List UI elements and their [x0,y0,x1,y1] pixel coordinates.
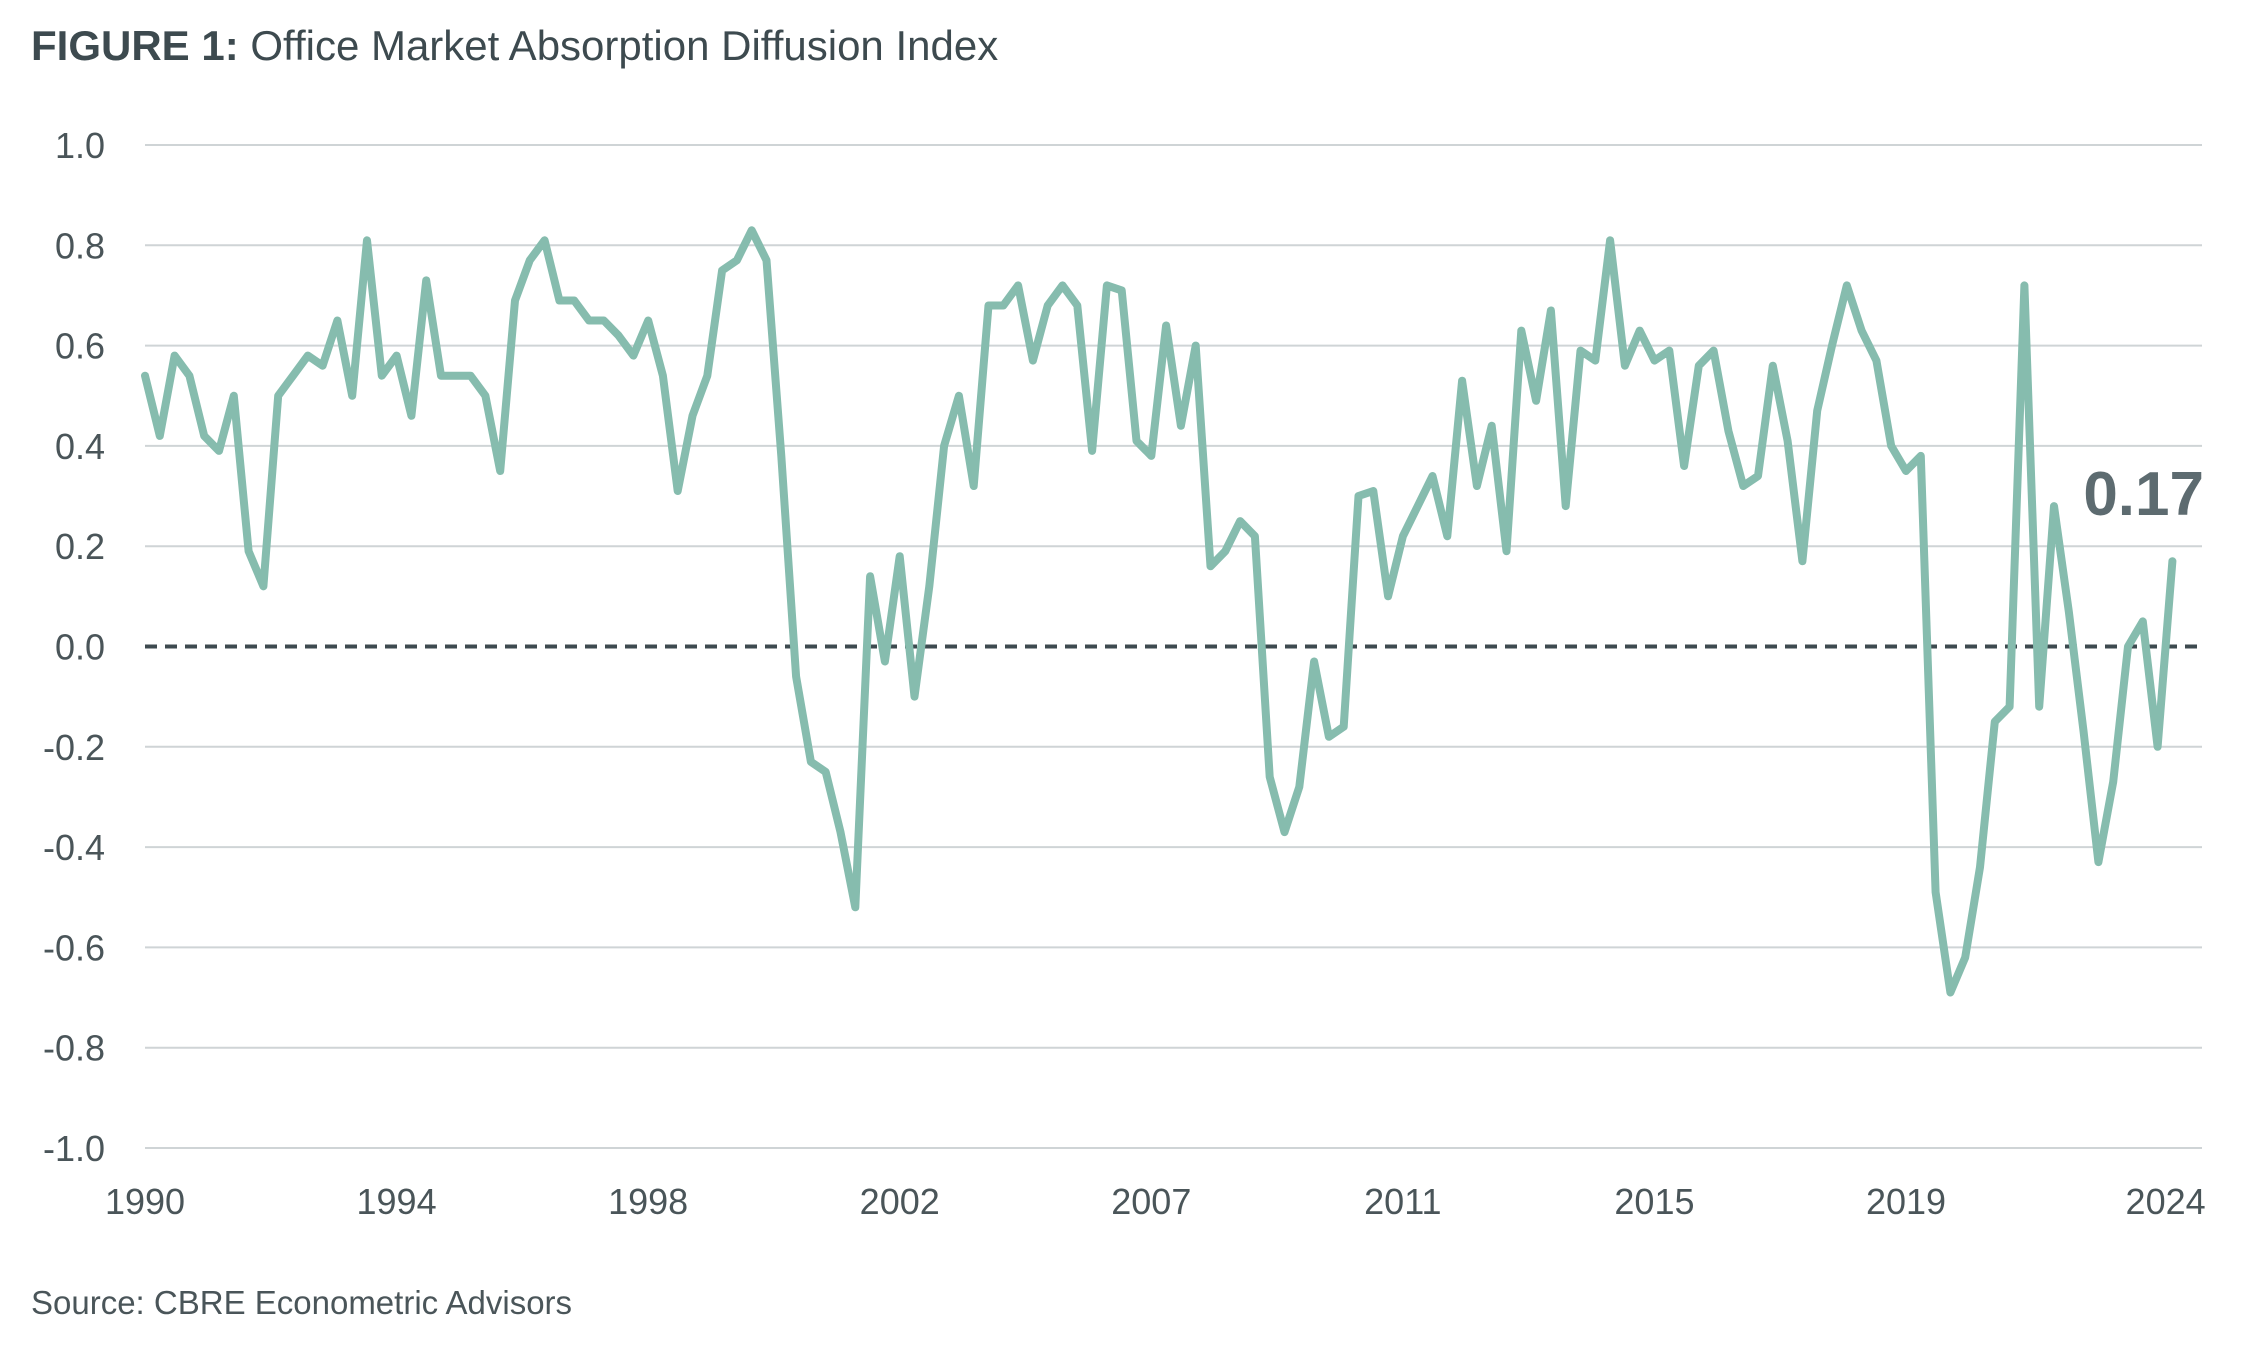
y-tick-label: -0.6 [43,927,105,968]
figure-number: FIGURE 1: [31,22,239,69]
y-tick-label: -0.4 [43,827,105,868]
x-tick-label: 2015 [1614,1181,1694,1222]
x-tick-label: 1994 [357,1181,437,1222]
y-tick-label: 0.4 [55,426,105,467]
series-line [141,226,2177,997]
y-tick-label: -0.8 [43,1028,105,1069]
x-tick-label: 2019 [1866,1181,1946,1222]
source-note: Source: CBRE Econometric Advisors [31,1284,573,1321]
latest-value-label: 0.17 [2083,460,2204,529]
grid-layer [145,144,2202,1149]
x-axis-labels: 1990 1994 1998 2002 2007 2011 2015 2019 2024 [105,1181,2206,1222]
y-tick-label: -0.2 [43,727,105,768]
y-tick-label: 0.2 [55,526,105,567]
y-tick-label: -1.0 [43,1128,105,1169]
x-tick-label: 2024 [2126,1181,2206,1222]
y-tick-label: 0.0 [55,627,105,668]
x-tick-label: 2007 [1111,1181,1191,1222]
x-tick-label: 1990 [105,1181,185,1222]
x-tick-label: 1998 [608,1181,688,1222]
chart-title: FIGURE 1: Office Market Absorption Diffu… [31,22,998,70]
x-tick-label: 2002 [860,1181,940,1222]
figure-title-text: Office Market Absorption Diffusion Index [250,22,999,69]
y-tick-label: 1.0 [55,125,105,166]
y-axis-labels: 1.0 0.8 0.6 0.4 0.2 0.0 -0.2 -0.4 -0.6 -0.8 -1.0 [43,125,105,1169]
y-tick-label: 0.8 [55,225,105,266]
y-tick-label: 0.6 [55,326,105,367]
x-tick-label: 2011 [1364,1181,1441,1222]
